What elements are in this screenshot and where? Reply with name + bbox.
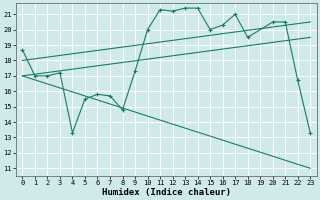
X-axis label: Humidex (Indice chaleur): Humidex (Indice chaleur) xyxy=(102,188,231,197)
